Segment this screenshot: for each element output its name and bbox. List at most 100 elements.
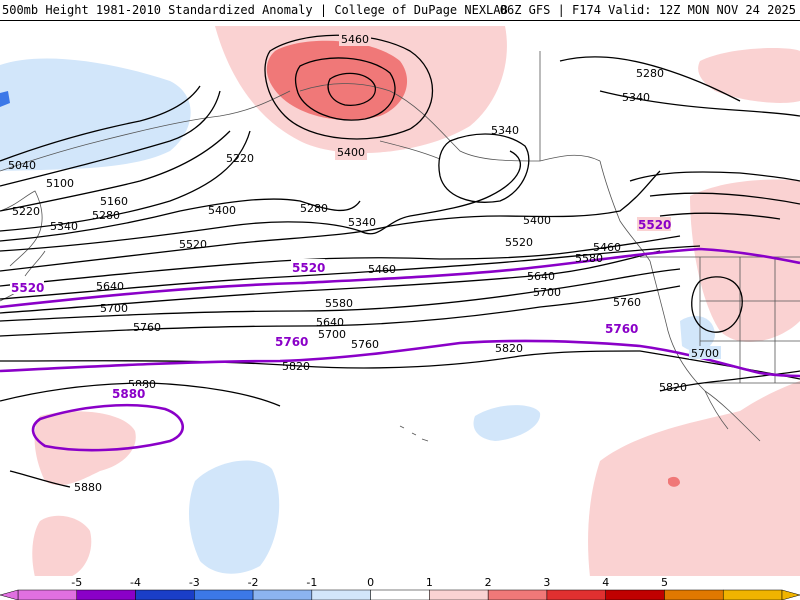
highlight-label: 5520 [638,218,671,232]
contour-label: 5640 [96,280,124,293]
contour-5700-loop [691,276,743,333]
contour-label: 5880 [74,481,102,494]
map-panel[interactable]: 5460 5400 5280 5340 5340 5220 5040 5100 … [0,20,800,577]
contour-label: 5580 [325,297,353,310]
map-header: 500mb Height 1981-2010 Standardized Anom… [0,0,800,20]
highlight-label: 5520 [11,281,44,295]
contour-5820 [0,350,800,380]
contour-5220 [0,130,251,232]
colorbar-cell [605,589,665,600]
colorbar-tick-label: -5 [71,576,82,589]
contour-label: 5460 [593,241,621,254]
positive-anomaly-southwest [32,515,92,577]
contour-label: 5160 [100,195,128,208]
contour-label: 5340 [348,216,376,229]
positive-anomaly-mexico-core [668,476,680,487]
colorbar-tick-label: 5 [661,576,668,589]
contour-5580-west-us [649,192,800,205]
colorbar-cell [252,589,313,600]
negative-anomaly-central-pacific [473,405,541,441]
anomaly-shading [0,26,800,577]
model-run-info: 06Z GFS | F174 Valid: 12Z MON NOV 24 202… [499,3,796,17]
colorbar-tick-label: -1 [306,576,317,589]
negative-anomaly-core [0,91,10,107]
hawaii-islands [399,425,429,442]
highlight-label: 5880 [112,387,145,401]
colorbar-cell [194,589,254,600]
contour-label: 5640 [527,270,555,283]
contour-label: 5640 [316,316,344,329]
contour-label: 5760 [351,338,379,351]
anomaly-colorbar: -5 -4 -3 -2 -1 0 1 2 3 4 5 [0,576,800,600]
contour-5520 [0,245,701,300]
contour-label: 5400 [208,204,236,217]
highlight-contour-5520 [0,247,800,309]
contour-5100 [0,90,221,187]
contour-label: 5220 [12,205,40,218]
highlight-label: 5760 [275,335,308,349]
baja-peninsula [704,390,729,430]
contour-5640 [0,268,681,322]
contour-label: 5340 [491,124,519,137]
contour-label: 5400 [337,146,365,159]
contour-label: 5760 [613,296,641,309]
highlight-label: 5520 [292,261,325,275]
coastline-alaska [299,83,601,162]
negative-anomaly-south-pacific [188,460,280,574]
contour-label: 5820 [282,360,310,373]
map-outlines [0,51,800,442]
contour-5160 [0,130,231,212]
aleutians [379,140,441,160]
positive-anomaly-hawaii-west [34,411,136,486]
colorbar-cell [311,589,371,600]
colorbar-cell [546,589,606,600]
contour-label: 5760 [133,321,161,334]
coastline-us-west [649,260,761,442]
contour-5340-ne [599,90,800,117]
contour-label: 5280 [636,67,664,80]
colorbar-tick-label: 0 [367,576,374,589]
contour-label: 5100 [46,177,74,190]
contour-5700 [0,285,681,337]
contour-5400-bering-low [294,57,396,121]
contour-5400 [0,170,661,272]
contour-5520-west-us [629,171,800,182]
colorbar-canvas: -5 -4 -3 -2 -1 0 1 2 3 4 5 [0,576,800,600]
highlight-contour-5760 [0,339,800,378]
contour-label: 5700 [100,302,128,315]
positive-anomaly-canada [698,48,800,103]
colorbar-cell [76,589,136,600]
contour-label: 5280 [92,209,120,222]
colorbar-tick-label: 3 [543,576,550,589]
colorbar-tick-labels: -5 -4 -3 -2 -1 0 1 2 3 4 5 [71,576,668,589]
colorbar-tick-label: -2 [248,576,259,589]
negative-anomaly-west-pacific [0,58,191,171]
contour-5340-bering-core [327,72,376,106]
highlight-contour-5880 [31,403,184,452]
colorbar-tick-label: -3 [189,576,200,589]
contour-5280-ne [559,56,741,102]
colorbar-arrow-right [781,589,800,600]
colorbar-cell [429,589,489,600]
colorbar-cell [487,589,548,600]
contour-label: 5220 [226,152,254,165]
contour-label: 5700 [318,328,346,341]
contour-5340-loop [438,133,530,203]
contour-label: 5520 [179,238,207,251]
colorbar-cell [722,589,783,600]
contour-label: 5340 [50,220,78,233]
contour-label: 5820 [659,381,687,394]
state-lines [699,257,800,383]
colorbar-cell [664,589,724,600]
highlight-contours [0,247,800,452]
colorbar-cell [17,589,78,600]
colorbar-tick-label: 4 [602,576,609,589]
contour-label: 5280 [300,202,328,215]
positive-anomaly-mexico [588,381,800,577]
contour-label: 5340 [622,91,650,104]
height-contours [0,34,800,488]
colorbar-arrow-left [0,589,19,600]
highlight-labels: 5520 5520 5520 5760 5760 5760 5880 [10,217,671,401]
contour-5640-west-us [659,212,781,220]
contour-5040 [0,85,201,162]
